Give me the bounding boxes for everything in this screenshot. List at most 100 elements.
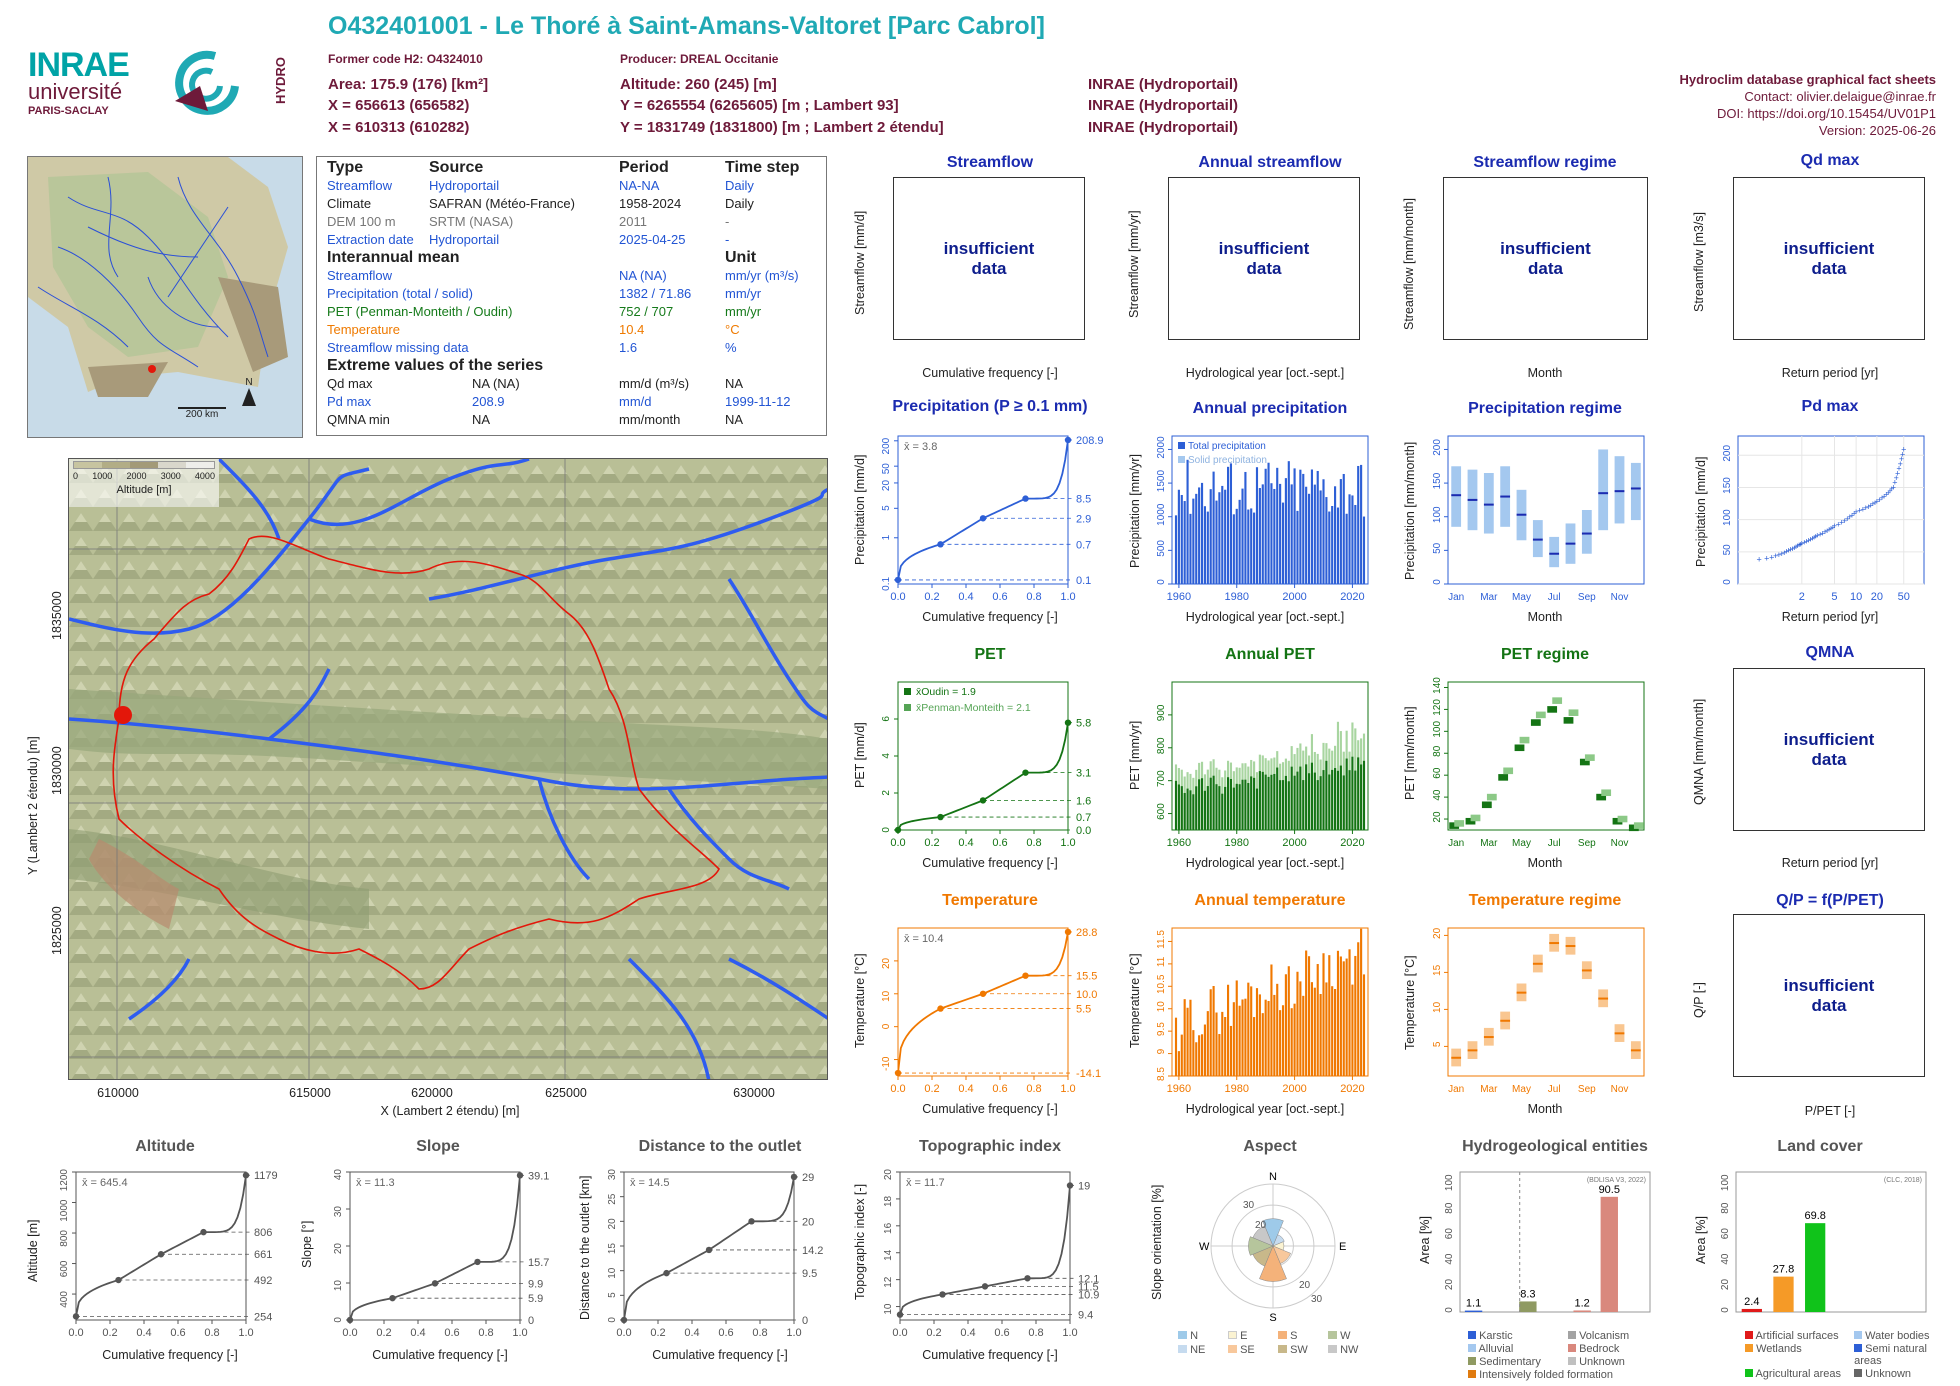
bar (1273, 994, 1276, 1076)
data-point: + (1847, 512, 1852, 522)
quantile-point (979, 797, 987, 804)
regime-box (1614, 490, 1625, 493)
streamflow-title: Streamflow (946, 154, 1034, 171)
pet-regime-chart: 20 40 60 80 100 120 140 Jan Mar May Jul Sep Nov (1432, 677, 1645, 849)
bar (1354, 504, 1357, 584)
quantile-point (431, 1280, 439, 1287)
bar (1235, 783, 1238, 830)
x-lambert2: X = 610313 (610282) (328, 119, 470, 136)
quantile-point (979, 990, 987, 997)
producer: Producer: DREAL Occitanie (620, 52, 779, 66)
bar (1319, 776, 1322, 830)
precip-cdf-title: Precipitation (P ≥ 0.1 mm) (892, 398, 1088, 415)
x-tick-label: 0.6 (994, 1327, 1009, 1339)
bar (1270, 774, 1273, 830)
map-ylabel: Y (Lambert 2 étendu) [m] (26, 736, 40, 875)
x-tick-label: 2020 (1340, 837, 1364, 849)
altitude: Altitude: 260 (245) [m] (620, 76, 777, 93)
bar (1250, 986, 1253, 1076)
bar (1334, 486, 1337, 584)
quantile-label: 15.7 (528, 1257, 549, 1269)
pet-cdf-xlabel: Cumulative frequency [-] (922, 856, 1058, 870)
y-tick-label: 60 (1432, 767, 1443, 779)
topo-ylabel: Topographic index [-] (853, 1183, 867, 1300)
x-tick-label: 2000 (1282, 591, 1306, 603)
bar (1189, 513, 1192, 584)
x-tick-label: 0.4 (958, 837, 973, 849)
bar (1316, 470, 1319, 584)
y-tick-label: 80 (1432, 745, 1443, 757)
precip-regime-xlabel: Month (1527, 610, 1563, 624)
bar (1310, 469, 1314, 584)
bar (1290, 484, 1293, 584)
bar-label: 1.2 (1574, 1297, 1589, 1309)
rose-ring-label: 30 (1243, 1200, 1255, 1211)
regime-box (1516, 991, 1527, 994)
streamflow-regime-ylabel: Streamflow [mm/month] (1402, 198, 1416, 330)
bar (1183, 792, 1186, 830)
bar (1203, 790, 1206, 830)
y-tick-label: 0 (1432, 579, 1443, 585)
bar (1293, 1003, 1296, 1076)
aspect-legend-item: N (1178, 1330, 1228, 1342)
annual-streamflow-panel: insufficient data (1168, 177, 1360, 340)
bar (1276, 983, 1279, 1076)
bar (1253, 777, 1256, 830)
rose-ring-label: 30 (1311, 1294, 1323, 1305)
y-tick-label: 11.5 (1156, 930, 1167, 949)
bar (1313, 772, 1316, 830)
y-tick-label: 30 (333, 1206, 344, 1218)
bar (1342, 961, 1345, 1076)
map-xtick: 610000 (97, 1086, 139, 1100)
x-tick-label: Mar (1480, 1084, 1498, 1095)
bar-label: 1.1 (1466, 1298, 1481, 1310)
bar (1195, 493, 1198, 584)
data-point: + (1882, 491, 1887, 501)
bar (1279, 780, 1282, 830)
regime-box (1549, 552, 1560, 555)
table-row: Extraction date Hydroportail 2025-04-25- (327, 232, 730, 247)
annual-pet-ylabel: PET [mm/yr] (1128, 720, 1142, 790)
data-point: + (1892, 478, 1897, 488)
quantile-label: 208.9 (1076, 435, 1104, 447)
y-tick-label: 12 (883, 1276, 894, 1288)
y-tick-label: 200 (1432, 439, 1443, 456)
qmna-xlabel: Return period [yr] (1781, 856, 1879, 870)
bar-label: 8.3 (1520, 1288, 1535, 1300)
annual-streamflow-xlabel: Hydrological year [oct.-sept.] (1185, 366, 1345, 380)
data-point: + (1839, 518, 1844, 528)
quantile-label: 0.0 (1076, 825, 1091, 837)
bar (1180, 786, 1183, 830)
x-tick-label: 1960 (1167, 591, 1191, 603)
annual-streamflow-title: Annual streamflow (1198, 154, 1342, 171)
data-point: + (1769, 552, 1774, 562)
landcover-legend: Artificial surfaces Water bodies Wetland… (1745, 1330, 1945, 1380)
data-point: + (1886, 488, 1891, 498)
x-tick-label: 1.0 (1060, 591, 1075, 603)
quantile-label: 0 (802, 1315, 808, 1327)
regime-box (1601, 789, 1612, 797)
plot-frame (1447, 435, 1645, 585)
data-point: + (1795, 541, 1800, 551)
data-point: + (1813, 532, 1818, 542)
bar (1328, 774, 1331, 830)
data-point: + (1798, 539, 1803, 549)
y-tick-label: 20 (607, 1218, 618, 1230)
x-tick-label: 1.0 (1060, 1083, 1075, 1095)
bar (1273, 773, 1276, 830)
rose-direction: S (1269, 1312, 1276, 1324)
bar (1270, 483, 1273, 584)
bar (1198, 779, 1201, 830)
qp-ylabel: Q/P [-] (1692, 982, 1706, 1018)
quantile-label: 5.5 (1076, 1004, 1091, 1016)
bar (1600, 1196, 1618, 1312)
x-tick-label: 1.0 (1062, 1327, 1077, 1339)
x-tick-label: 0.4 (410, 1327, 425, 1339)
quantile-label: 1.6 (1076, 795, 1091, 807)
x-tick-label: 2 (1799, 591, 1805, 603)
precip-regime-title: Precipitation regime (1468, 400, 1622, 417)
pet-regime-title: PET regime (1500, 646, 1590, 663)
x-tick-label: 2000 (1282, 1083, 1306, 1095)
bar (1276, 767, 1279, 830)
